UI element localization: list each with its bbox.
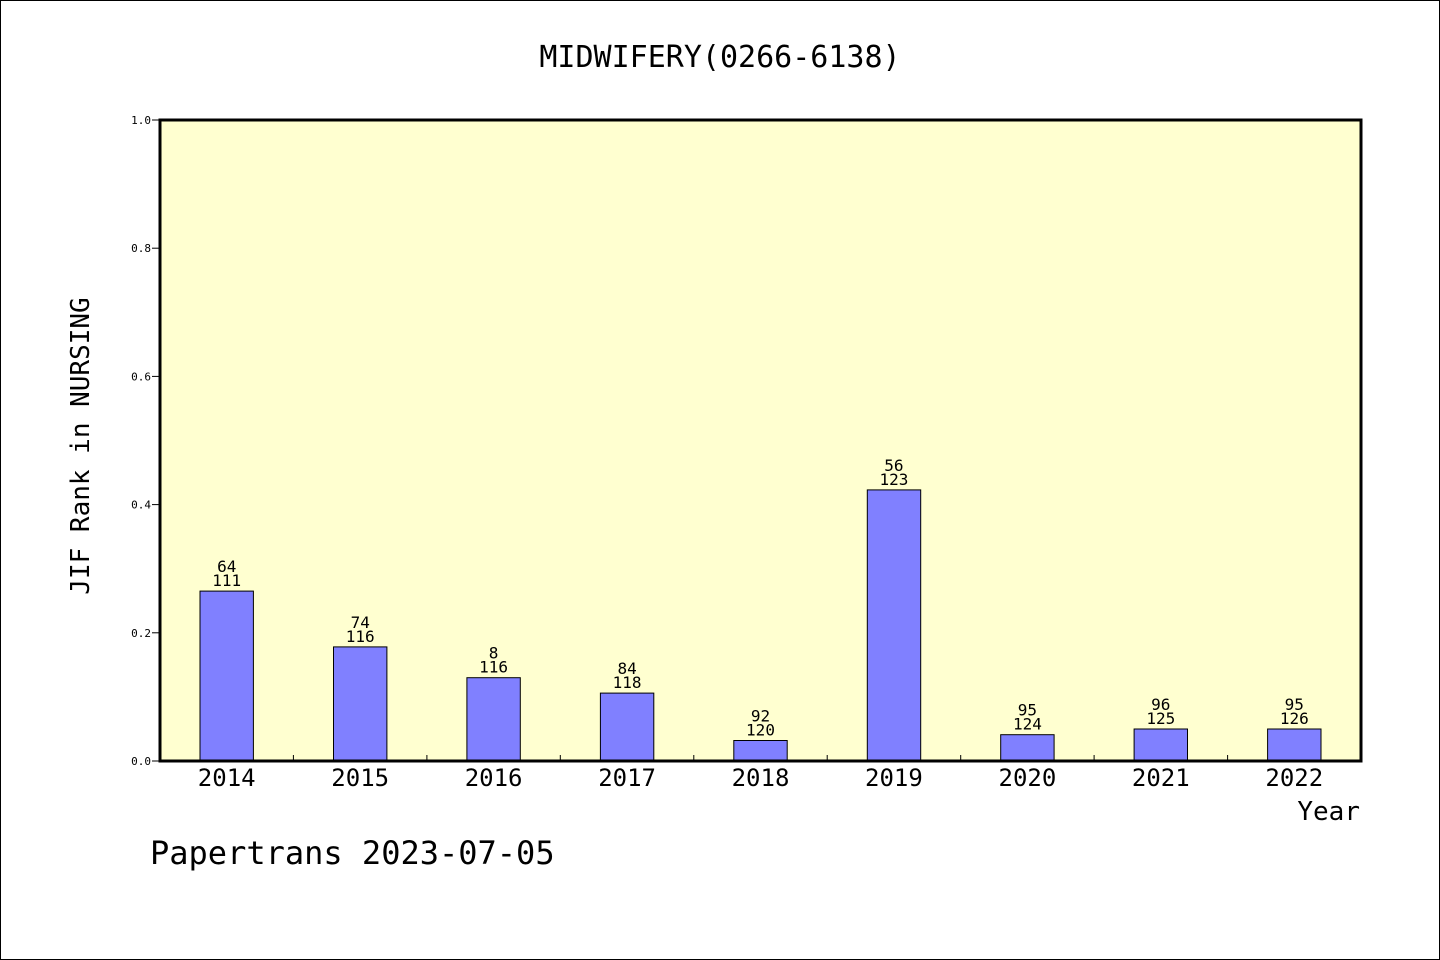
bar-2017 (599, 692, 655, 762)
bars-layer (199, 489, 1322, 762)
bar-2014 (199, 590, 254, 762)
total-label-2021: 125 (1146, 709, 1175, 728)
y-tick-label-1.0: 1.0 (131, 114, 151, 127)
total-label-2022: 126 (1280, 709, 1309, 728)
bar-2018 (733, 740, 788, 762)
rank-label-2018: 92 (751, 707, 770, 726)
x-tick-label-2019: 2019 (865, 764, 923, 792)
rank-label-2021: 96 (1151, 695, 1170, 714)
x-tick-label-2021: 2021 (1132, 764, 1190, 792)
x-tick-label-2015: 2015 (331, 764, 389, 792)
rank-label-2015: 74 (351, 613, 370, 632)
bar-2019 (866, 489, 922, 762)
bar-2022 (1267, 728, 1322, 762)
total-label-2017: 118 (613, 673, 642, 692)
bar-2015 (333, 646, 388, 762)
y-axis: 0.0 0.2 0.4 0.6 0.8 1.0 (131, 114, 160, 768)
total-label-2015: 116 (346, 627, 375, 646)
y-tick-label-0.0: 0.0 (131, 755, 151, 768)
total-label-2014: 111 (212, 571, 241, 590)
rank-label-2019: 56 (884, 456, 903, 475)
y-tick-label-0.8: 0.8 (131, 242, 151, 255)
bar-2020 (1000, 734, 1055, 762)
chart-title: MIDWIFERY(0266-6138) (539, 40, 900, 75)
rank-label-2020: 95 (1018, 701, 1037, 720)
bar-2016 (466, 677, 521, 762)
total-label-2019: 123 (879, 470, 908, 489)
y-tick-label-0.2: 0.2 (131, 627, 151, 640)
x-tick-label-2016: 2016 (465, 764, 523, 792)
rank-label-2017: 84 (617, 659, 636, 678)
y-tick-label-0.6: 0.6 (131, 370, 151, 383)
y-axis-label: JIF Rank in NURSING (66, 297, 96, 594)
x-tick-label-2022: 2022 (1265, 764, 1323, 792)
bar-2021 (1133, 728, 1188, 762)
total-label-2020: 124 (1013, 715, 1042, 734)
total-label-2018: 120 (746, 721, 775, 740)
rank-label-2014: 64 (217, 557, 236, 576)
plot-border (158, 118, 1363, 763)
x-axis-label: Year (1297, 797, 1360, 827)
x-tick-label-2017: 2017 (598, 764, 656, 792)
x-tick-label-2018: 2018 (732, 764, 790, 792)
x-tick-label-2020: 2020 (999, 764, 1057, 792)
total-label-2016: 116 (479, 658, 508, 677)
x-axis: 2014 2015 2016 2017 2018 2019 2020 2021 2022 (198, 755, 1323, 792)
rank-label-2022: 95 (1285, 695, 1304, 714)
watermark-text: Papertrans 2023-07-05 (150, 834, 555, 872)
rank-label-2016: 8 (489, 644, 499, 663)
y-tick-label-0.4: 0.4 (131, 499, 151, 512)
x-tick-label-2014: 2014 (198, 764, 256, 792)
